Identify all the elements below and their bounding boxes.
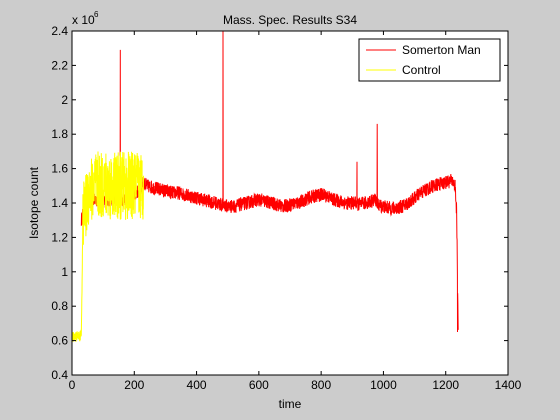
x-tick-label: 1000 bbox=[370, 378, 397, 392]
y-tick-label: 1.4 bbox=[51, 196, 68, 210]
y-tick-label: 0.4 bbox=[51, 368, 68, 382]
x-tick-label: 400 bbox=[187, 378, 207, 392]
x-tick-label: 1400 bbox=[495, 378, 522, 392]
x-axis-label: time bbox=[279, 397, 302, 411]
y-tick-label: 2 bbox=[61, 93, 68, 107]
y-tick-label: 0.8 bbox=[51, 299, 68, 313]
y-tick-label: 2.4 bbox=[51, 24, 68, 38]
chart-title: Mass. Spec. Results S34 bbox=[223, 13, 357, 27]
legend-box bbox=[358, 38, 501, 82]
y-axis-label: Isotope count bbox=[27, 166, 41, 239]
y-tick-label: 1.8 bbox=[51, 127, 68, 141]
y-tick-label: 1.6 bbox=[51, 162, 68, 176]
y-tick-label: 1.2 bbox=[51, 230, 68, 244]
x-tick-label: 1200 bbox=[432, 378, 459, 392]
y-tick-label: 0.6 bbox=[51, 334, 68, 348]
x-tick-label: 0 bbox=[69, 378, 76, 392]
series-line-control bbox=[71, 151, 145, 342]
legend-entry-somerton-man: Somerton Man bbox=[402, 43, 481, 57]
y-multiplier-exponent: 6 bbox=[94, 10, 99, 19]
x-axis: 0 200 400 600 800 1000 1200 1400 bbox=[69, 31, 522, 392]
x-tick-label: 600 bbox=[249, 378, 269, 392]
y-tick-label: 1 bbox=[61, 265, 68, 279]
series-layer bbox=[71, 30, 459, 342]
y-multiplier-label: x 10 bbox=[72, 13, 95, 27]
legend: Somerton Man Control bbox=[358, 38, 501, 82]
y-tick-label: 2.2 bbox=[51, 58, 68, 72]
y-axis: 0.4 0.6 0.8 1 1.2 1.4 1.6 1.8 2 2.2 2.4 bbox=[51, 24, 508, 382]
series-line-somerton-man bbox=[80, 30, 459, 333]
legend-entry-control: Control bbox=[402, 63, 441, 77]
x-tick-label: 800 bbox=[311, 378, 331, 392]
x-tick-label: 200 bbox=[124, 378, 144, 392]
